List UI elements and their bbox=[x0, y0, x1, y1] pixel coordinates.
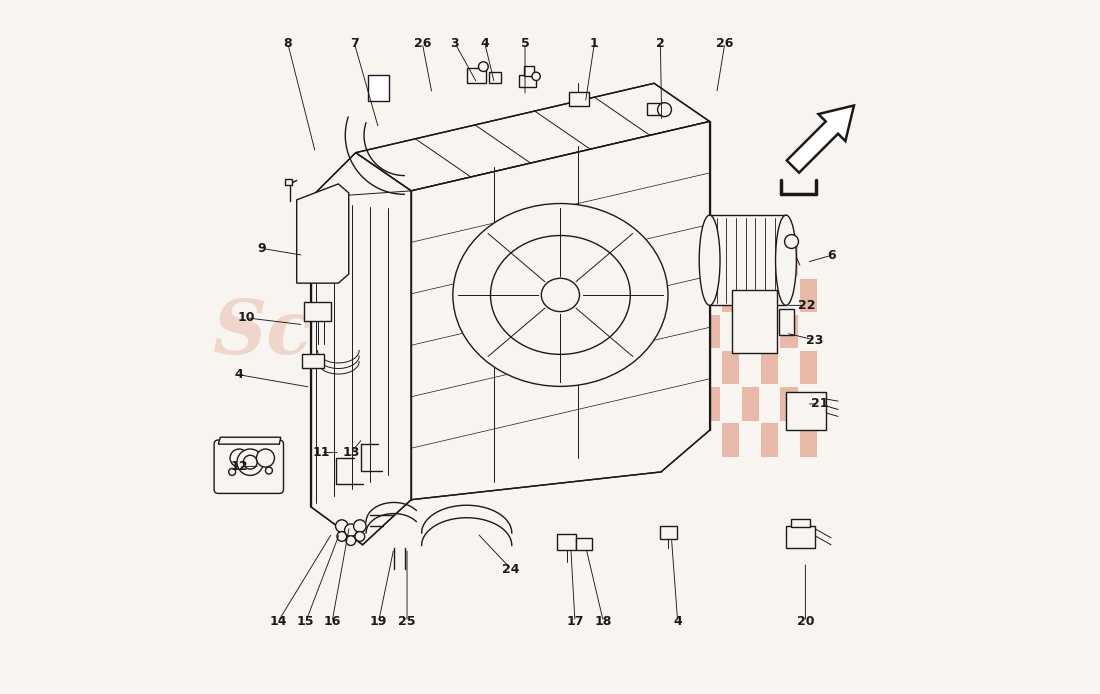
Text: 11: 11 bbox=[312, 446, 330, 459]
Text: 15: 15 bbox=[297, 616, 315, 628]
Text: 26: 26 bbox=[716, 37, 734, 49]
Bar bbox=[285, 179, 292, 185]
Circle shape bbox=[337, 532, 346, 541]
Bar bbox=[488, 72, 502, 83]
Bar bbox=[800, 351, 817, 384]
Bar bbox=[761, 351, 779, 384]
Bar bbox=[722, 351, 739, 384]
Bar bbox=[780, 387, 798, 421]
Text: Scuderia: Scuderia bbox=[212, 297, 583, 369]
Bar bbox=[741, 243, 759, 276]
Text: 12: 12 bbox=[230, 460, 248, 473]
Bar bbox=[576, 538, 592, 550]
Bar bbox=[703, 315, 720, 348]
Bar bbox=[786, 392, 826, 430]
Text: 26: 26 bbox=[414, 37, 431, 49]
Bar bbox=[524, 66, 534, 76]
Polygon shape bbox=[355, 83, 710, 191]
Bar bbox=[557, 534, 576, 550]
Text: 3: 3 bbox=[451, 37, 459, 49]
Bar bbox=[741, 387, 759, 421]
Text: 19: 19 bbox=[370, 616, 387, 628]
Text: 17: 17 bbox=[566, 616, 584, 628]
Bar bbox=[368, 75, 389, 101]
Ellipse shape bbox=[700, 215, 720, 305]
Text: 1: 1 bbox=[590, 37, 598, 49]
Bar bbox=[722, 423, 739, 457]
Bar bbox=[722, 279, 739, 312]
Circle shape bbox=[336, 520, 348, 532]
Bar bbox=[779, 309, 794, 335]
Circle shape bbox=[229, 468, 235, 475]
Ellipse shape bbox=[541, 278, 580, 312]
Polygon shape bbox=[297, 184, 349, 283]
Bar bbox=[791, 519, 811, 527]
Text: 23: 23 bbox=[806, 334, 824, 346]
Bar bbox=[301, 354, 323, 368]
Bar bbox=[304, 302, 331, 321]
Bar bbox=[761, 279, 779, 312]
Bar bbox=[647, 103, 664, 115]
Text: 7: 7 bbox=[350, 37, 359, 49]
Circle shape bbox=[784, 235, 799, 248]
Text: 20: 20 bbox=[796, 616, 814, 628]
Text: 5: 5 bbox=[520, 37, 529, 49]
FancyArrow shape bbox=[786, 105, 854, 173]
Circle shape bbox=[478, 62, 488, 71]
Text: 6: 6 bbox=[827, 249, 835, 262]
Text: 21: 21 bbox=[811, 398, 828, 410]
Text: 14: 14 bbox=[270, 616, 287, 628]
Bar bbox=[703, 243, 720, 276]
Polygon shape bbox=[310, 153, 411, 545]
Bar bbox=[710, 215, 786, 305]
Text: 8: 8 bbox=[284, 37, 292, 49]
Circle shape bbox=[256, 449, 275, 467]
Circle shape bbox=[346, 536, 355, 545]
Bar bbox=[519, 75, 536, 87]
Bar bbox=[660, 526, 676, 539]
Ellipse shape bbox=[491, 235, 630, 355]
Circle shape bbox=[344, 524, 358, 536]
Ellipse shape bbox=[453, 203, 668, 387]
Polygon shape bbox=[218, 437, 280, 444]
Circle shape bbox=[353, 520, 366, 532]
Text: 10: 10 bbox=[238, 312, 255, 324]
Bar bbox=[800, 423, 817, 457]
Ellipse shape bbox=[776, 215, 796, 305]
Circle shape bbox=[236, 449, 263, 475]
Circle shape bbox=[355, 532, 365, 541]
Bar bbox=[780, 243, 798, 276]
Bar bbox=[786, 526, 815, 548]
Bar bbox=[703, 387, 720, 421]
FancyBboxPatch shape bbox=[214, 440, 284, 493]
Polygon shape bbox=[411, 121, 710, 500]
Text: catalogue: catalogue bbox=[433, 387, 584, 418]
Text: 25: 25 bbox=[398, 616, 416, 628]
Text: 18: 18 bbox=[595, 616, 612, 628]
Text: 13: 13 bbox=[342, 446, 360, 459]
Text: 16: 16 bbox=[323, 616, 341, 628]
Text: 22: 22 bbox=[798, 299, 815, 312]
Text: 24: 24 bbox=[503, 563, 520, 575]
Circle shape bbox=[265, 467, 273, 474]
Circle shape bbox=[532, 72, 540, 81]
Bar bbox=[761, 423, 779, 457]
Bar bbox=[741, 315, 759, 348]
Bar bbox=[800, 279, 817, 312]
Text: 9: 9 bbox=[257, 242, 266, 255]
Circle shape bbox=[243, 455, 257, 469]
Text: 4: 4 bbox=[234, 369, 243, 381]
Text: 4: 4 bbox=[481, 37, 490, 49]
Bar bbox=[732, 290, 777, 353]
Bar bbox=[466, 68, 486, 83]
Bar bbox=[570, 92, 589, 106]
Circle shape bbox=[658, 103, 671, 117]
Circle shape bbox=[230, 449, 249, 467]
Text: 2: 2 bbox=[656, 37, 664, 49]
Text: 4: 4 bbox=[673, 616, 682, 628]
Bar bbox=[780, 315, 798, 348]
